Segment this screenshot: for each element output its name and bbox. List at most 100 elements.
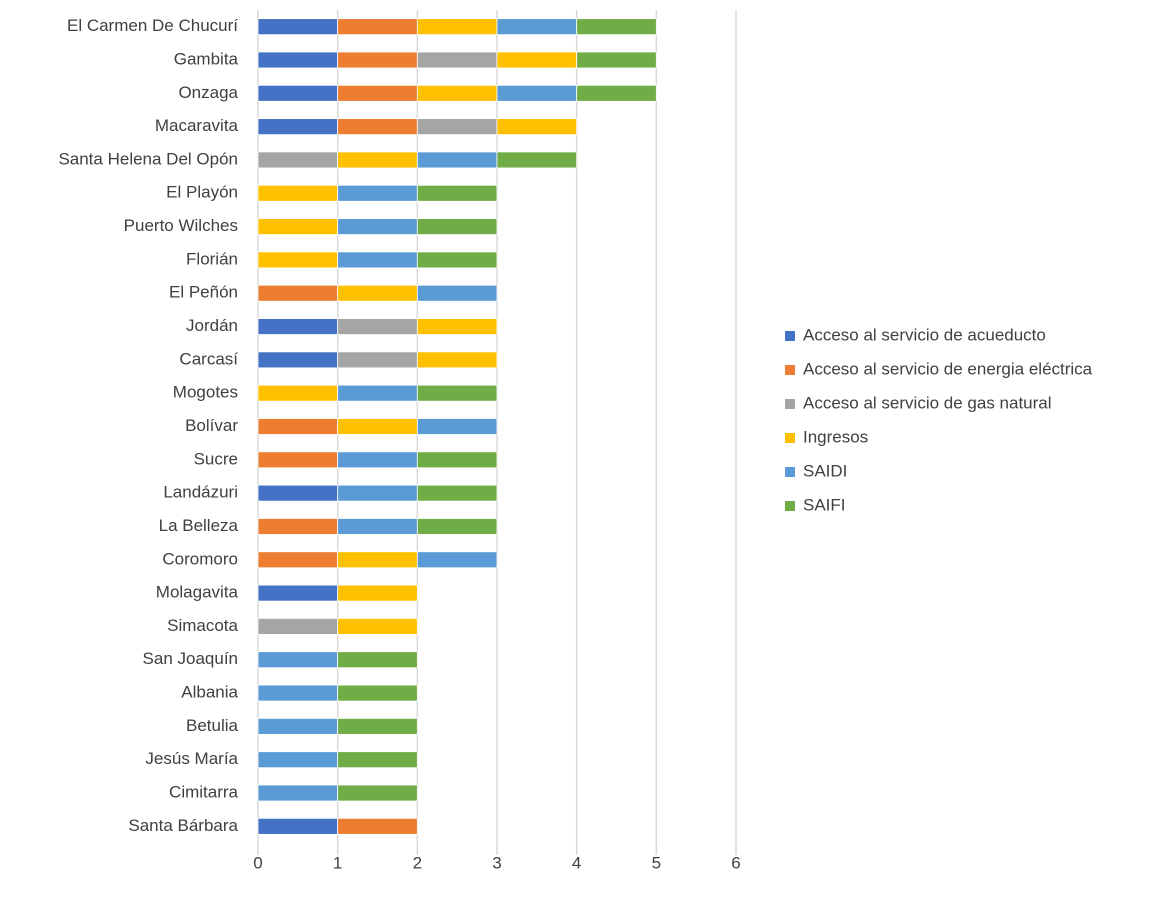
y-tick-label: Jesús María [145, 749, 238, 768]
bar-segment [257, 518, 339, 535]
y-tick-label: San Joaquín [143, 649, 238, 668]
bar-segment [337, 151, 418, 169]
x-tick-label: 5 [652, 853, 661, 872]
bar-segment [416, 251, 498, 269]
bar-segment [257, 651, 339, 669]
y-tick-label: La Belleza [159, 516, 239, 535]
y-tick-label: Puerto Wilches [124, 216, 238, 235]
x-tick-label: 1 [333, 853, 342, 872]
y-tick-label: Florián [186, 249, 238, 268]
legend-label: Acceso al servicio de acueducto [803, 325, 1046, 344]
y-tick-label: Simacota [167, 616, 238, 635]
legend-label: SAIFI [803, 495, 846, 514]
bar-segment [416, 284, 498, 302]
bar-segment [337, 784, 418, 802]
bar-segment [257, 218, 339, 235]
bar-segment [257, 84, 339, 102]
y-tick-label: Macaravita [155, 116, 239, 135]
x-tick-label: 3 [492, 853, 501, 872]
y-tick-label: Gambita [174, 49, 239, 68]
bar-segment [337, 218, 418, 235]
bar-segment [416, 351, 498, 369]
bar-segment [416, 518, 498, 535]
bar-segment [496, 84, 578, 102]
legend-swatch [785, 331, 795, 341]
legend-label: Acceso al servicio de energia eléctrica [803, 359, 1093, 378]
bar-segment [416, 118, 498, 136]
y-tick-label: Cimitarra [169, 783, 238, 802]
bar-segment [337, 118, 418, 136]
bar-segment [337, 551, 418, 569]
bar-segment [416, 384, 498, 402]
y-tick-label: Sucre [194, 449, 238, 468]
x-tick-label: 0 [253, 853, 262, 872]
legend-label: Ingresos [803, 427, 868, 446]
bar-segment [257, 18, 339, 36]
legend-swatch [785, 467, 795, 477]
bar-segment [257, 451, 339, 469]
bar-segment [337, 351, 418, 369]
bar-segment [257, 384, 339, 402]
bar-segment [416, 218, 498, 235]
bar-segment [257, 717, 339, 735]
bar-segment [257, 784, 339, 802]
bar-segment [257, 118, 339, 136]
y-tick-label: Mogotes [173, 383, 238, 402]
legend-label: SAIDI [803, 461, 847, 480]
y-tick-label: Carcasí [179, 349, 238, 368]
bar-segment [337, 251, 418, 269]
y-tick-label: Coromoro [162, 549, 238, 568]
bar-segment [337, 484, 418, 502]
legend-swatch [785, 365, 795, 375]
legend-label: Acceso al servicio de gas natural [803, 393, 1052, 412]
bar-segment [257, 318, 339, 335]
bar-segment [337, 384, 418, 402]
bar-segment [257, 51, 339, 69]
bar-segment [416, 551, 498, 569]
legend-swatch [785, 433, 795, 443]
bar-segment [257, 184, 339, 202]
bar-segment [416, 51, 498, 69]
bar-segment [496, 118, 578, 136]
bar-segment [337, 618, 418, 635]
bar-segment [257, 251, 339, 269]
bar-segment [257, 351, 339, 369]
y-tick-label: Jordán [186, 316, 238, 335]
y-tick-label: El Carmen De Chucurí [67, 16, 238, 35]
bar-segment [416, 184, 498, 202]
bar-segment [337, 751, 418, 769]
bar-segment [416, 18, 498, 36]
bar-segment [337, 584, 418, 602]
x-tick-label: 6 [731, 853, 740, 872]
bar-segment [337, 418, 418, 435]
bar-segment [337, 651, 418, 669]
legend-swatch [785, 399, 795, 409]
bar-segment [257, 484, 339, 502]
bar-segment [337, 284, 418, 302]
y-tick-label: Molagavita [156, 583, 239, 602]
bar-segment [416, 418, 498, 435]
bar-segment [337, 318, 418, 335]
bar-segment [257, 584, 339, 602]
bar-segment [416, 451, 498, 469]
y-tick-label: Santa Helena Del Opón [58, 149, 238, 168]
x-tick-label: 2 [413, 853, 422, 872]
bar-segment [496, 51, 578, 69]
bar-segment [416, 318, 498, 335]
bar-segment [337, 817, 418, 835]
bar-segment [337, 518, 418, 535]
bar-segment [576, 84, 657, 102]
bar-segment [257, 751, 339, 769]
bar-segment [337, 684, 418, 702]
bar-segment [337, 184, 418, 202]
bar-segment [416, 84, 498, 102]
bar-segment [416, 151, 498, 169]
x-tick-label: 4 [572, 853, 581, 872]
legend-swatch [785, 501, 795, 511]
bar-segment [337, 451, 418, 469]
bar-segment [337, 18, 418, 36]
bar-segment [257, 551, 339, 569]
bar-segment [337, 717, 418, 735]
